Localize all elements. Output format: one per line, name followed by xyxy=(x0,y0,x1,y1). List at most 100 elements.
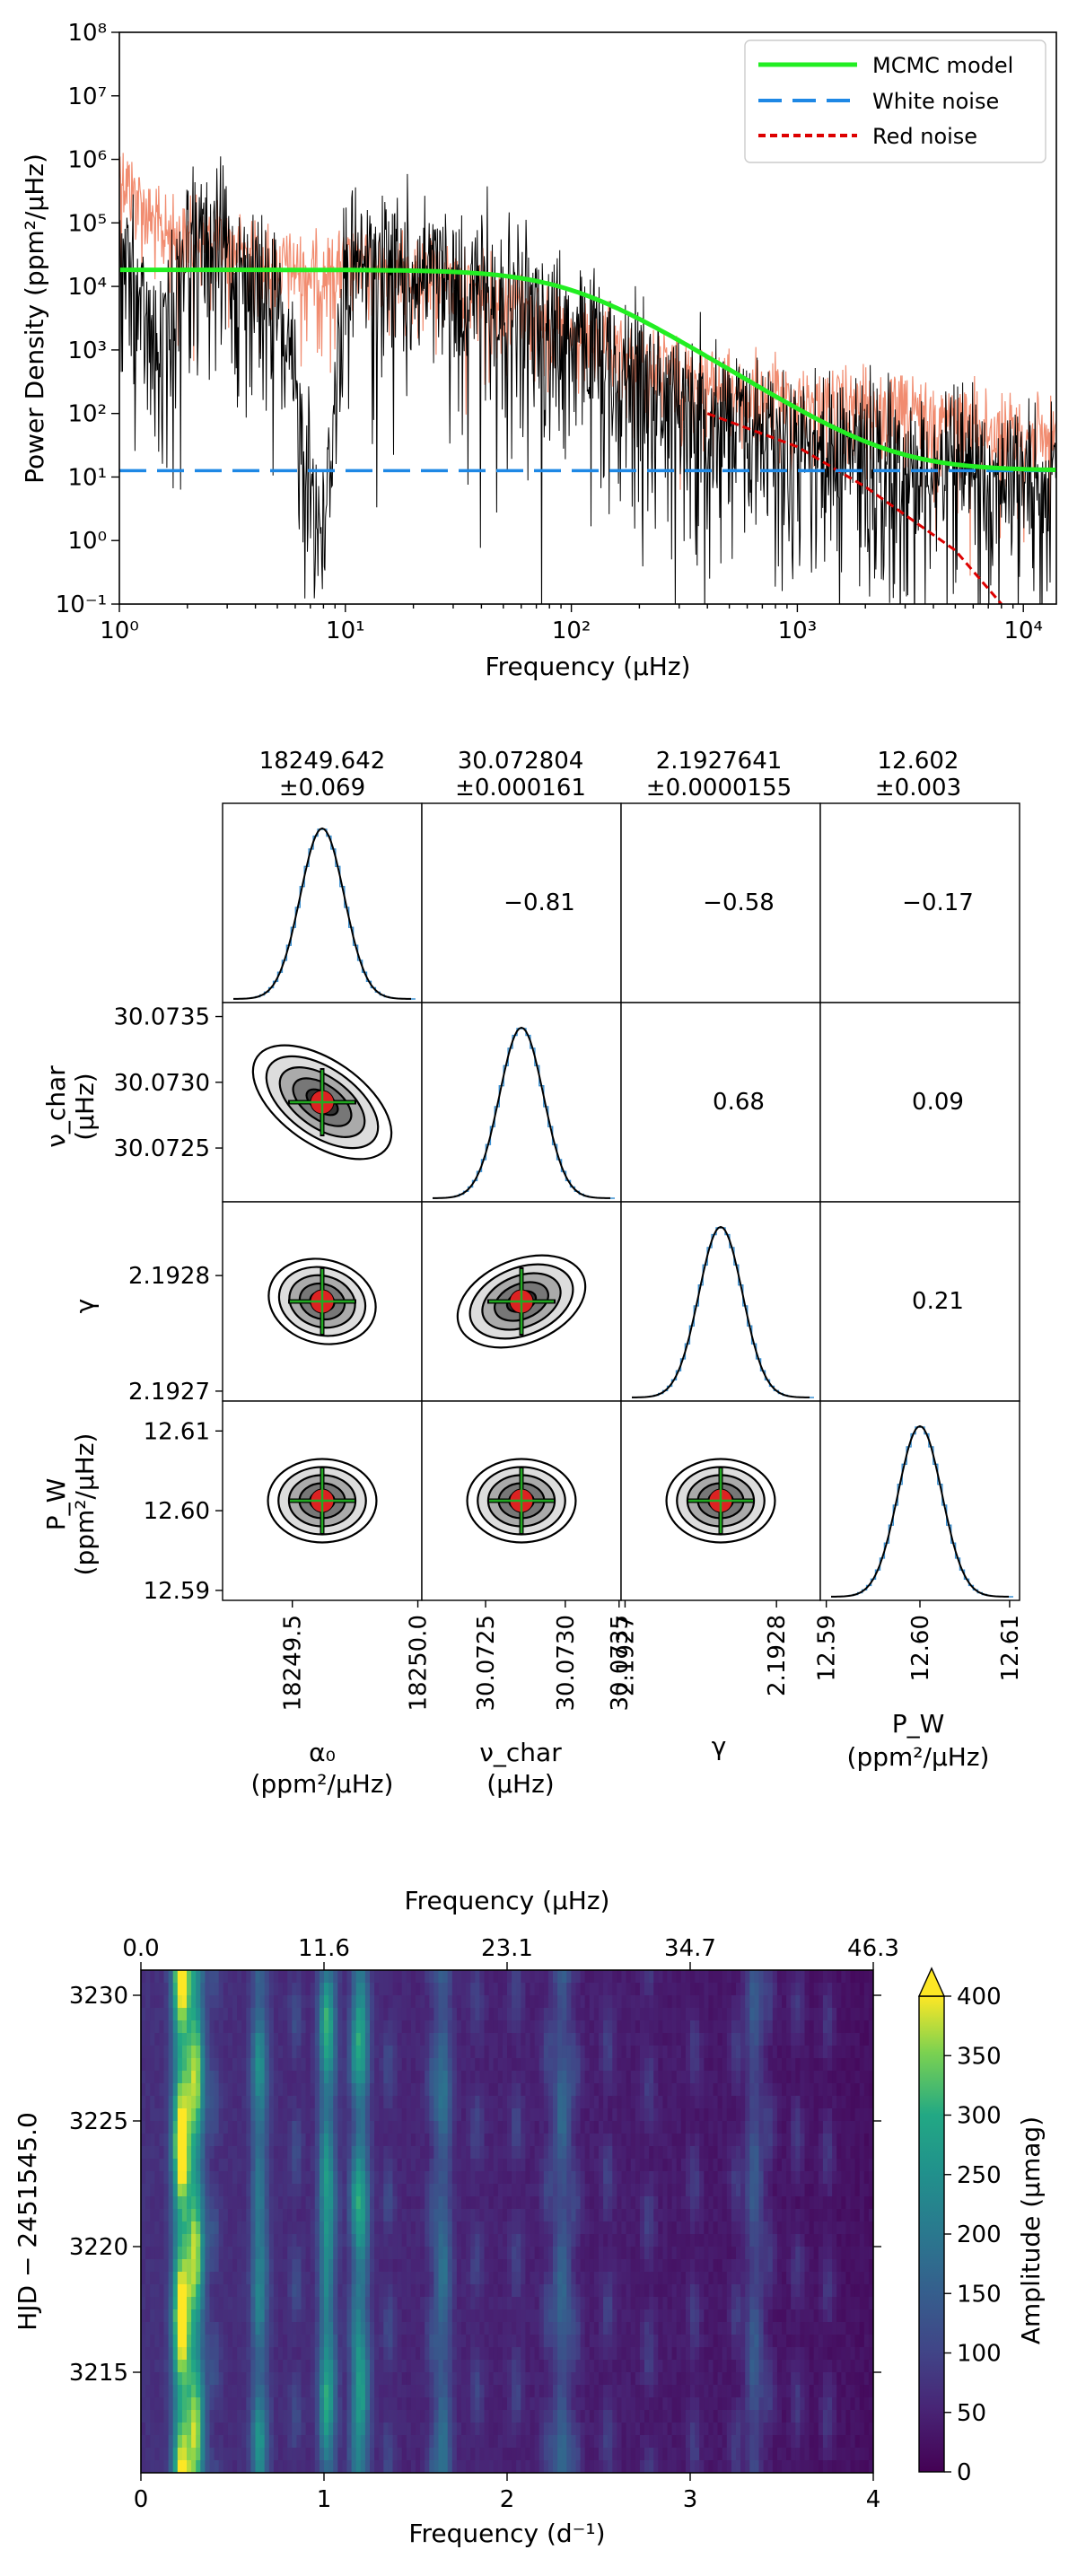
heatmap-cell xyxy=(232,2335,238,2348)
heatmap-cell xyxy=(283,2196,288,2210)
heatmap-cell xyxy=(328,2146,334,2160)
heatmap-cell xyxy=(841,2096,846,2109)
heatmap-cell xyxy=(305,2096,311,2109)
heatmap-cell xyxy=(713,2108,719,2122)
heatmap-cell xyxy=(461,2209,467,2222)
heatmap-cell xyxy=(603,1995,609,2009)
heatmap-cell xyxy=(525,2058,531,2072)
heatmap-cell xyxy=(516,2096,521,2109)
heatmap-cell xyxy=(658,2196,663,2210)
heatmap-cell xyxy=(200,1995,206,2009)
heatmap-cell xyxy=(388,2247,394,2260)
heatmap-cell xyxy=(749,2247,755,2260)
heatmap-cell xyxy=(296,2171,302,2185)
heatmap-cell xyxy=(461,2272,467,2285)
heatmap-cell xyxy=(521,2221,526,2235)
heatmap-cell xyxy=(209,2108,215,2122)
heatmap-cell xyxy=(704,2071,709,2084)
heatmap-cell xyxy=(470,2146,476,2160)
heatmap-cell xyxy=(181,2046,188,2059)
heatmap-cell xyxy=(497,2096,503,2109)
pw-y-label: P_W xyxy=(41,1478,71,1531)
heatmap-cell xyxy=(200,2335,206,2348)
heatmap-cell xyxy=(726,1995,732,2009)
heatmap-cell xyxy=(553,2284,558,2298)
smoothed-spectrum-line xyxy=(119,156,1056,604)
heatmap-cell xyxy=(800,2209,806,2222)
heatmap-cell xyxy=(580,2184,586,2197)
heatmap-cell xyxy=(259,2284,266,2298)
heatmap-cell xyxy=(181,2159,188,2172)
heatmap-cell xyxy=(868,2096,873,2109)
heatmap-cell xyxy=(630,2196,636,2210)
heatmap-cell xyxy=(599,2209,604,2222)
heatmap-cell xyxy=(451,2121,458,2134)
heatmap-cell xyxy=(388,2196,394,2210)
heatmap-cell xyxy=(406,2196,412,2210)
heatmap-cell xyxy=(708,2108,714,2122)
heatmap-cell xyxy=(571,2284,577,2298)
heatmap-cell xyxy=(630,1995,636,2009)
heatmap-cell xyxy=(392,2058,398,2072)
heatmap-cell xyxy=(704,2033,709,2046)
heatmap-cell xyxy=(534,2196,540,2210)
heatmap-cell xyxy=(521,2071,526,2084)
y-tick-label: 12.60 xyxy=(144,1498,210,1525)
heatmap-cell xyxy=(196,2108,201,2122)
heatmap-cell xyxy=(374,2046,380,2059)
heatmap-cell xyxy=(283,2322,288,2335)
heatmap-cell xyxy=(644,2058,650,2072)
heatmap-cell xyxy=(676,2071,682,2084)
heatmap-cell xyxy=(580,2096,586,2109)
heatmap-cell xyxy=(786,2058,792,2072)
heatmap-cell xyxy=(223,1995,229,2009)
heatmap-cell xyxy=(370,1970,375,1984)
heatmap-cell xyxy=(383,2134,389,2147)
heatmap-cell xyxy=(589,2058,595,2072)
heatmap-cell xyxy=(333,2284,338,2298)
heatmap-cell xyxy=(557,2083,563,2097)
heatmap-cell xyxy=(763,2108,769,2122)
heatmap-cell xyxy=(758,2020,765,2034)
heatmap-cell xyxy=(200,2297,206,2310)
heatmap-cell xyxy=(273,1983,279,1996)
heatmap-cell xyxy=(516,2046,521,2059)
heatmap-cell xyxy=(333,2046,338,2059)
heatmap-cell xyxy=(383,2020,389,2034)
pw-uncertainty: ±0.003 xyxy=(875,775,961,802)
heatmap-cell xyxy=(410,2008,416,2021)
heatmap-cell xyxy=(612,2046,617,2059)
heatmap-cell xyxy=(337,2096,343,2109)
heatmap-cell xyxy=(772,2259,778,2273)
heatmap-cell xyxy=(841,2171,846,2185)
heatmap-cell xyxy=(534,2171,540,2185)
heatmap-cell xyxy=(451,2083,458,2097)
heatmap-cell xyxy=(159,2234,165,2247)
heatmap-cell xyxy=(662,2008,669,2021)
heatmap-cell xyxy=(196,1970,201,1984)
heatmap-cell xyxy=(227,2020,233,2034)
heatmap-cell xyxy=(456,1983,462,1996)
heatmap-cell xyxy=(543,2297,549,2310)
heatmap-cell xyxy=(626,2309,632,2323)
heatmap-cell xyxy=(534,2020,540,2034)
heatmap-cell xyxy=(612,2146,617,2160)
heatmap-cell xyxy=(416,2083,421,2097)
heatmap-cell xyxy=(749,2309,755,2323)
heatmap-cell xyxy=(782,2046,787,2059)
heatmap-cell xyxy=(566,2272,572,2285)
heatmap-cell xyxy=(836,2033,842,2046)
heatmap-cell xyxy=(722,2096,728,2109)
heatmap-cell xyxy=(141,1983,146,1996)
heatmap-cell xyxy=(451,2058,458,2072)
heatmap-cell xyxy=(172,2071,179,2084)
heatmap-cell xyxy=(557,2096,563,2109)
heatmap-row xyxy=(141,1983,873,1996)
heatmap-cell xyxy=(145,2083,151,2097)
heatmap-cell xyxy=(507,2134,512,2147)
heatmap-cell xyxy=(355,2284,362,2298)
heatmap-cell xyxy=(699,2096,705,2109)
heatmap-cell xyxy=(593,1983,600,1996)
heatmap-cell xyxy=(479,2033,486,2046)
heatmap-cell xyxy=(639,2322,645,2335)
